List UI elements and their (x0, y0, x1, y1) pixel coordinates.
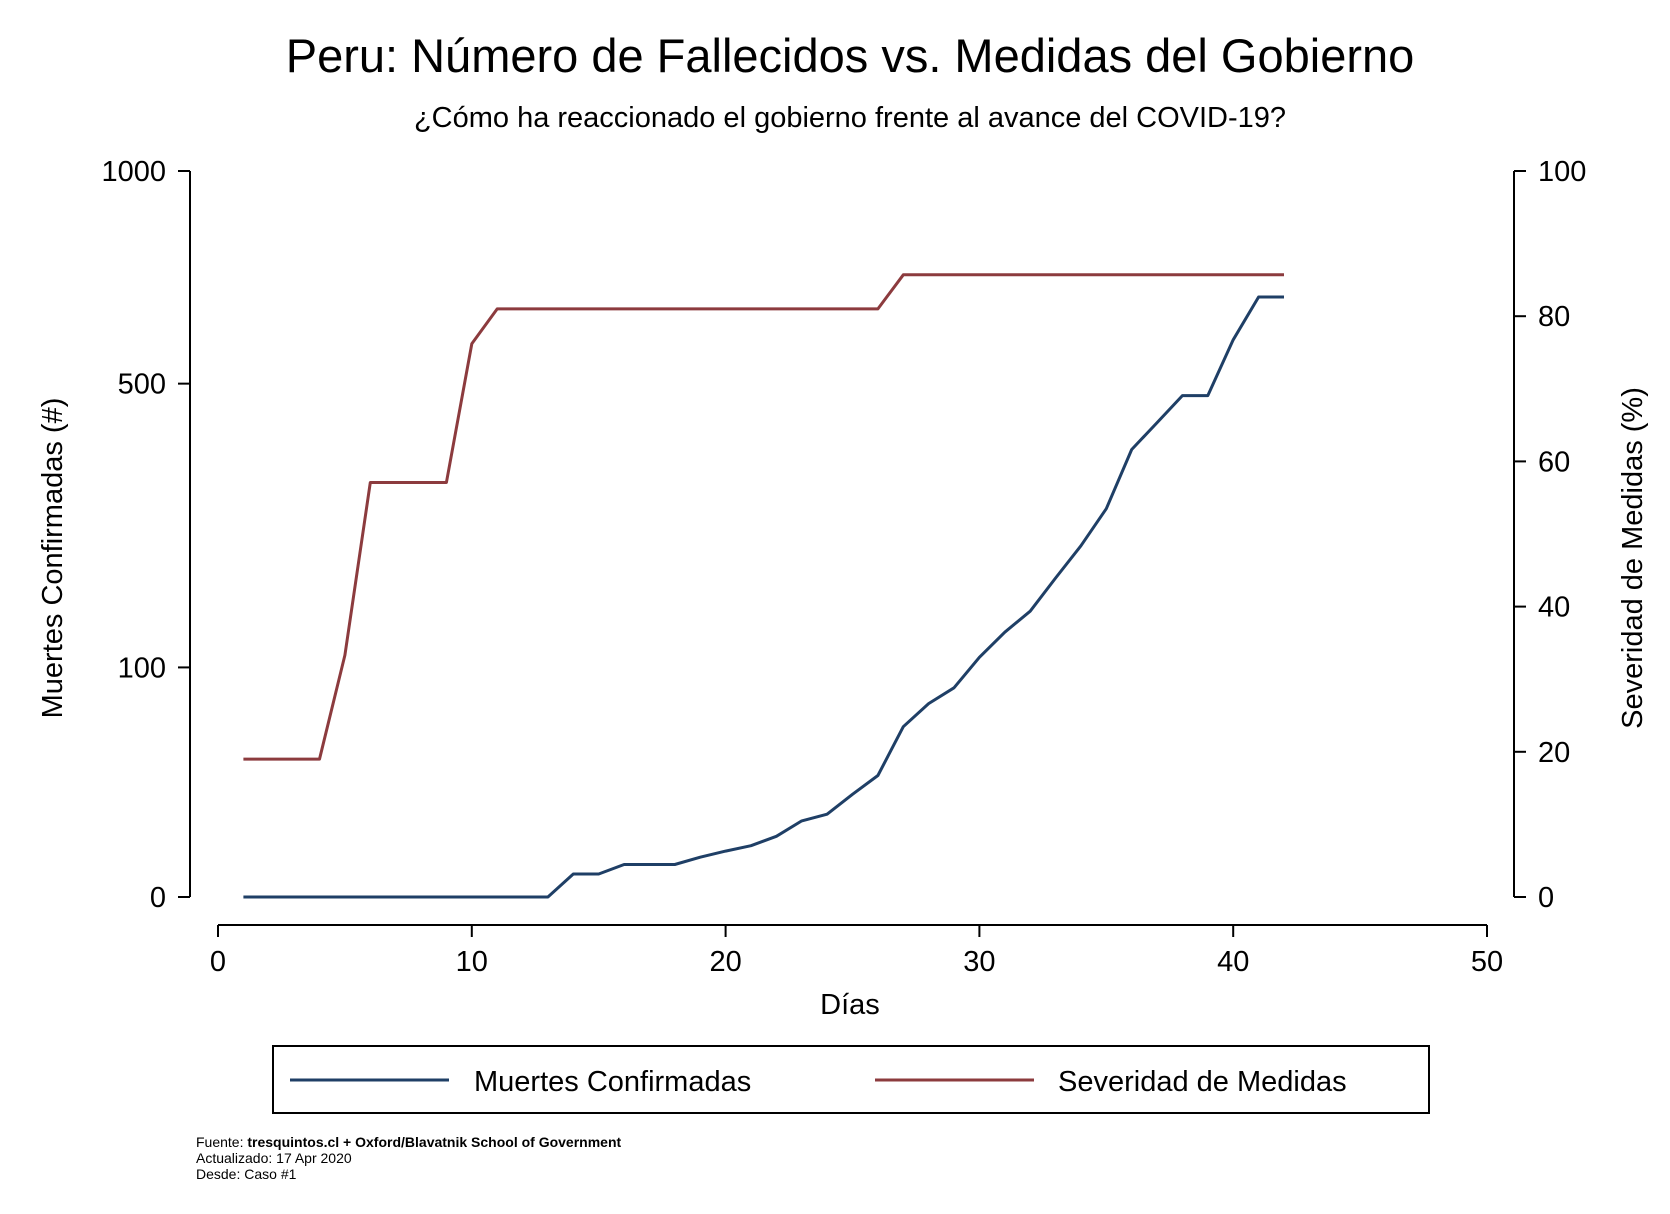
y-right-tick-label: 0 (1538, 882, 1554, 914)
y-left-tick-label: 1000 (101, 156, 166, 188)
y-right-tick-label: 40 (1538, 592, 1570, 624)
y-right-tick-label: 60 (1538, 446, 1570, 478)
footer-source: Fuente: tresquintos.cl + Oxford/Blavatni… (196, 1134, 621, 1150)
footer: Fuente: tresquintos.cl + Oxford/Blavatni… (196, 1134, 621, 1182)
x-tick-label: 10 (456, 946, 488, 978)
x-tick-label: 0 (210, 946, 226, 978)
footer-source-label: Fuente: (196, 1134, 244, 1150)
footer-since: Desde: Caso #1 (196, 1166, 297, 1182)
series-line-deaths (243, 295, 1284, 899)
x-tick-label: 30 (963, 946, 995, 978)
x-axis-title: Días (820, 989, 880, 1021)
legend: Muertes Confirmadas Severidad de Medidas (272, 1045, 1430, 1114)
x-tick-label: 50 (1471, 946, 1503, 978)
y-left-tick-label: 100 (118, 652, 166, 684)
y-left-tick-label: 0 (150, 882, 166, 914)
y-left-tick-label: 500 (118, 369, 166, 401)
legend-box (272, 1045, 1430, 1114)
legend-label-deaths: Muertes Confirmadas (474, 1066, 751, 1098)
x-tick-label: 20 (709, 946, 741, 978)
y-axis-right-title: Severidad de Medidas (%) (1617, 387, 1649, 729)
footer-source-value: tresquintos.cl + Oxford/Blavatnik School… (247, 1134, 622, 1150)
series-layer (243, 273, 1284, 899)
legend-label-measures: Severidad de Medidas (1058, 1066, 1347, 1098)
footer-updated: Actualizado: 17 Apr 2020 (196, 1150, 352, 1166)
chart-subtitle: ¿Cómo ha reaccionado el gobierno frente … (414, 102, 1286, 134)
y-right-tick-label: 80 (1538, 301, 1570, 333)
series-line-measures (243, 273, 1284, 761)
y-right-tick-label: 100 (1538, 156, 1586, 188)
chart-title: Peru: Número de Fallecidos vs. Medidas d… (286, 29, 1415, 82)
y-axis-left-title: Muertes Confirmadas (#) (37, 398, 69, 719)
x-tick-label: 40 (1217, 946, 1249, 978)
y-right-tick-label: 20 (1538, 737, 1570, 769)
